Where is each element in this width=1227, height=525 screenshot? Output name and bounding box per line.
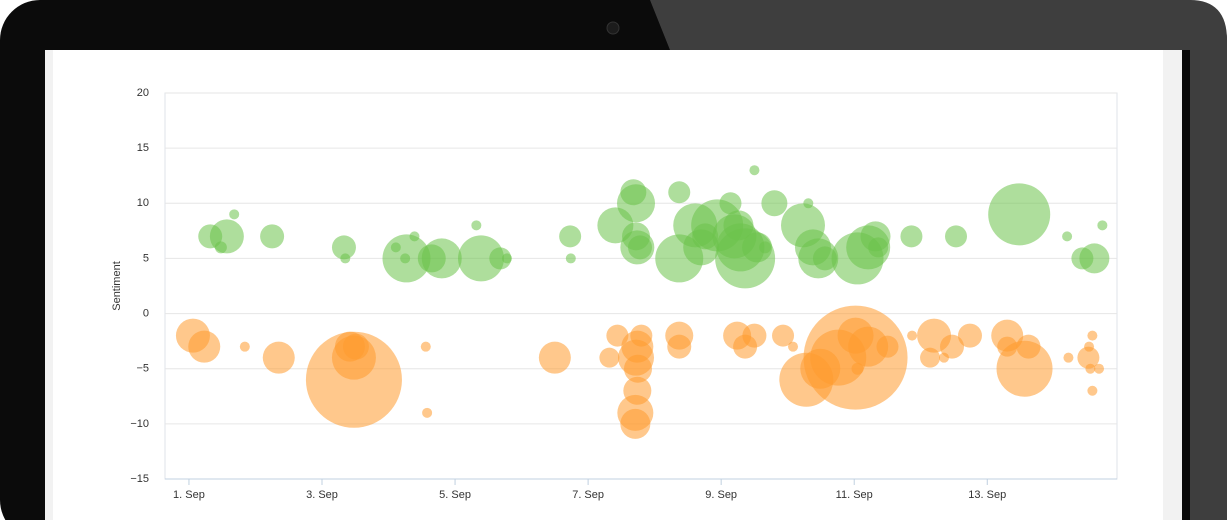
bubble	[239, 341, 250, 352]
bubble	[1085, 363, 1096, 374]
y-tick-label: 5	[143, 252, 149, 264]
bubble	[305, 331, 402, 428]
bubble	[749, 165, 760, 176]
bubble	[848, 326, 889, 367]
bubble	[920, 347, 941, 368]
bubble	[759, 241, 772, 254]
bubble	[723, 210, 754, 241]
bubble	[667, 334, 692, 359]
bubble	[988, 183, 1051, 246]
bubble	[1094, 363, 1105, 374]
bubble	[742, 323, 767, 348]
bubble	[471, 220, 482, 231]
bubble	[262, 341, 295, 374]
bubble	[400, 253, 411, 264]
bubble	[559, 225, 582, 248]
bubble	[1062, 231, 1073, 242]
y-axis-title: Sentiment	[111, 261, 123, 311]
bubble	[1063, 352, 1074, 363]
bubble	[620, 408, 651, 439]
bubble	[851, 362, 864, 375]
bubble	[772, 324, 795, 347]
bubble	[538, 341, 571, 374]
bubble	[907, 330, 918, 341]
bubble	[501, 253, 512, 264]
x-tick-label: 13. Sep	[968, 489, 1006, 501]
bubble	[1079, 243, 1110, 274]
bubble	[599, 347, 620, 368]
x-tick-label: 7. Sep	[572, 489, 604, 501]
bubble	[624, 354, 653, 383]
bubble	[761, 190, 788, 217]
y-tick-label: 20	[137, 87, 149, 99]
x-tick-label: 9. Sep	[705, 489, 737, 501]
bubble	[229, 209, 240, 220]
bubble	[188, 330, 221, 363]
bubble	[420, 341, 431, 352]
bubble	[1087, 385, 1098, 396]
bubble	[719, 192, 742, 215]
y-tick-label: 10	[137, 197, 149, 209]
bubble	[628, 235, 653, 260]
bubble	[1077, 346, 1100, 369]
camera	[606, 21, 620, 35]
y-tick-label: −10	[130, 418, 149, 430]
bubble	[812, 246, 837, 271]
bubble	[342, 333, 369, 360]
bubble	[214, 241, 227, 254]
y-tick-label: 15	[137, 142, 149, 154]
x-tick-label: 5. Sep	[439, 489, 471, 501]
bubble	[900, 225, 923, 248]
bubble	[565, 253, 576, 264]
x-tick-label: 11. Sep	[836, 489, 873, 501]
bubble	[868, 237, 889, 258]
bubble	[630, 324, 653, 347]
screen-content	[53, 50, 1163, 520]
bubble	[668, 181, 691, 204]
x-tick-label: 1. Sep	[173, 489, 205, 501]
bubble	[1087, 330, 1098, 341]
bubble	[340, 253, 351, 264]
bubble	[803, 198, 814, 209]
bubble	[260, 224, 285, 249]
y-tick-label: 0	[143, 307, 149, 319]
bubble	[940, 334, 965, 359]
bubble	[617, 184, 656, 223]
bubble	[957, 323, 982, 348]
bubble	[331, 235, 356, 260]
bubble	[996, 340, 1053, 397]
bubble	[945, 225, 968, 248]
bubble	[422, 407, 433, 418]
bubble	[876, 335, 899, 358]
y-tick-label: −15	[130, 473, 149, 485]
bubble	[421, 238, 462, 279]
bubble	[409, 231, 420, 242]
bubble	[1097, 220, 1108, 231]
bubble	[489, 247, 512, 270]
bubble	[458, 235, 505, 282]
y-tick-label: −5	[136, 363, 149, 375]
bubble	[1084, 341, 1095, 352]
bubble	[788, 341, 799, 352]
x-tick-label: 3. Sep	[306, 489, 338, 501]
bubble	[742, 232, 773, 263]
